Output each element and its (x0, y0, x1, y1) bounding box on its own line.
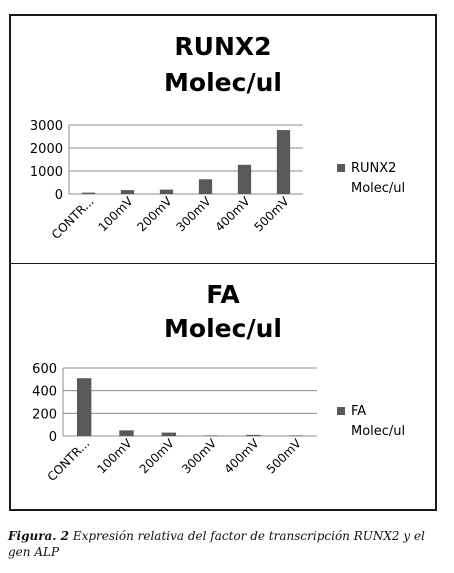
x-tick-label: 100mV (95, 194, 136, 235)
bar (198, 179, 213, 194)
x-tick-label: 500mV (251, 194, 292, 235)
bar (120, 190, 135, 194)
bar (81, 192, 96, 194)
legend-label-line-1: RUNX2 (351, 161, 396, 176)
x-tick-label: 300mV (173, 194, 214, 235)
x-tick-label: 300mV (179, 436, 220, 477)
y-tick-label: 200 (32, 407, 57, 422)
y-tick-label: 0 (55, 188, 63, 203)
bar (276, 130, 291, 194)
x-tick-label: 500mV (264, 436, 305, 477)
y-tick-label: 2000 (30, 142, 63, 157)
x-tick-label: 100mV (94, 436, 135, 477)
legend-label-line-1: FA (351, 404, 366, 419)
bar (161, 432, 177, 436)
legend-swatch (337, 407, 345, 415)
x-tick-label: 400mV (221, 436, 262, 477)
chart-title-line-2: Molec/ul (164, 68, 282, 97)
y-tick-label: 3000 (30, 119, 63, 134)
chart-title-line-1: FA (206, 280, 240, 309)
fa-chart-panel: FA Molec/ul 0 200 400 600 CONTR... 100mV 200mV… (9, 263, 437, 511)
chart-title-line-2: Molec/ul (164, 314, 282, 343)
x-tick-label: 400mV (212, 194, 253, 235)
caption-text: Expresión relativa del factor de transcr… (8, 529, 425, 559)
bar (159, 189, 174, 194)
runx2-bar-chart: 0100020003000CONTR...100mV200mV300mV400m… (30, 119, 405, 242)
legend-label-line-2: Molec/ul (351, 424, 405, 439)
y-tick-label: 400 (32, 385, 57, 400)
legend-swatch (337, 164, 345, 172)
x-tick-label: 200mV (137, 436, 178, 477)
bar (203, 435, 219, 436)
bar (237, 164, 252, 194)
chart-title-line-1: RUNX2 (174, 32, 272, 61)
bar (76, 378, 92, 436)
legend-label-line-2: Molec/ul (351, 181, 405, 196)
caption-label: Figura. 2 (8, 529, 69, 543)
x-tick-label: 200mV (134, 194, 175, 235)
bar (288, 435, 304, 436)
runx2-chart-panel: RUNX2 Molec/ul 0 1000 2000 3000 CONTR... 100m… (9, 14, 437, 264)
y-tick-label: 600 (32, 362, 57, 377)
y-tick-label: 0 (49, 430, 57, 445)
bar (119, 430, 134, 436)
y-tick-label: 1000 (30, 165, 63, 180)
bar (246, 434, 261, 436)
figure-caption: Figura. 2 Expresión relativa del factor … (8, 528, 448, 560)
